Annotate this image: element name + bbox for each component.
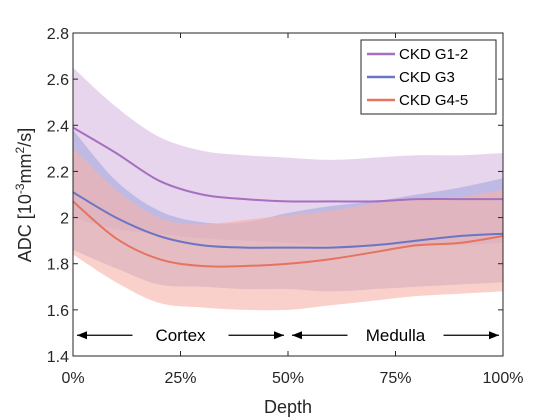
legend-item-ckd-g1-2: CKD G1-2 xyxy=(367,46,468,63)
annotation-cortex: Cortex xyxy=(77,326,284,345)
y-tick-label: 2.4 xyxy=(47,118,69,135)
y-tick-label: 2.2 xyxy=(47,164,69,181)
line-ckd-g1-2 xyxy=(72,126,503,203)
x-tick-label: 75% xyxy=(379,370,411,387)
axis-ticks: 1.4 1.6 1.8 2 2.2 2.4 2.6 2.8 0% 25% 50% 75% 100% xyxy=(47,26,524,387)
x-axis-label: Depth xyxy=(264,397,312,417)
y-axis-label-end: /s] xyxy=(15,128,35,147)
y-tick-label: 2 xyxy=(60,211,69,228)
legend-item-ckd-g3: CKD G3 xyxy=(367,69,455,86)
legend-label: CKD G1-2 xyxy=(399,46,468,63)
y-axis-label-mid: mm xyxy=(15,154,35,184)
legend: CKD G1-2 CKD G3 CKD G4-5 xyxy=(360,39,497,115)
region-annotations: Cortex Medulla xyxy=(77,326,499,345)
mean-lines xyxy=(72,126,504,268)
x-tick-label: 0% xyxy=(61,370,84,387)
y-axis-label-start: ADC [10 xyxy=(15,194,35,262)
line-ckd-g3 xyxy=(72,191,504,249)
legend-item-ckd-g4-5: CKD G4-5 xyxy=(367,92,468,109)
y-tick-label: 1.8 xyxy=(47,257,69,274)
y-tick-label: 1.6 xyxy=(47,303,69,320)
y-tick-label: 2.6 xyxy=(47,72,69,89)
x-tick-label: 50% xyxy=(272,370,304,387)
x-tick-label: 25% xyxy=(164,370,196,387)
legend-label: CKD G4-5 xyxy=(399,92,468,109)
line-ckd-g4-5 xyxy=(72,200,504,268)
legend-label: CKD G3 xyxy=(399,69,455,86)
x-tick-label: 100% xyxy=(483,370,524,387)
annotation-medulla: Medulla xyxy=(292,326,499,345)
annotation-label: Medulla xyxy=(366,326,426,345)
y-axis-label: ADC [10-3mm2/s] xyxy=(13,128,35,262)
y-axis-label-exp1: -3 xyxy=(13,183,27,194)
y-tick-label: 1.4 xyxy=(47,349,69,366)
y-axis-label-exp2: 2 xyxy=(13,147,27,154)
y-tick-label: 2.8 xyxy=(47,26,69,43)
band-ckd-g4-5 xyxy=(73,148,503,311)
annotation-label: Cortex xyxy=(155,326,206,345)
